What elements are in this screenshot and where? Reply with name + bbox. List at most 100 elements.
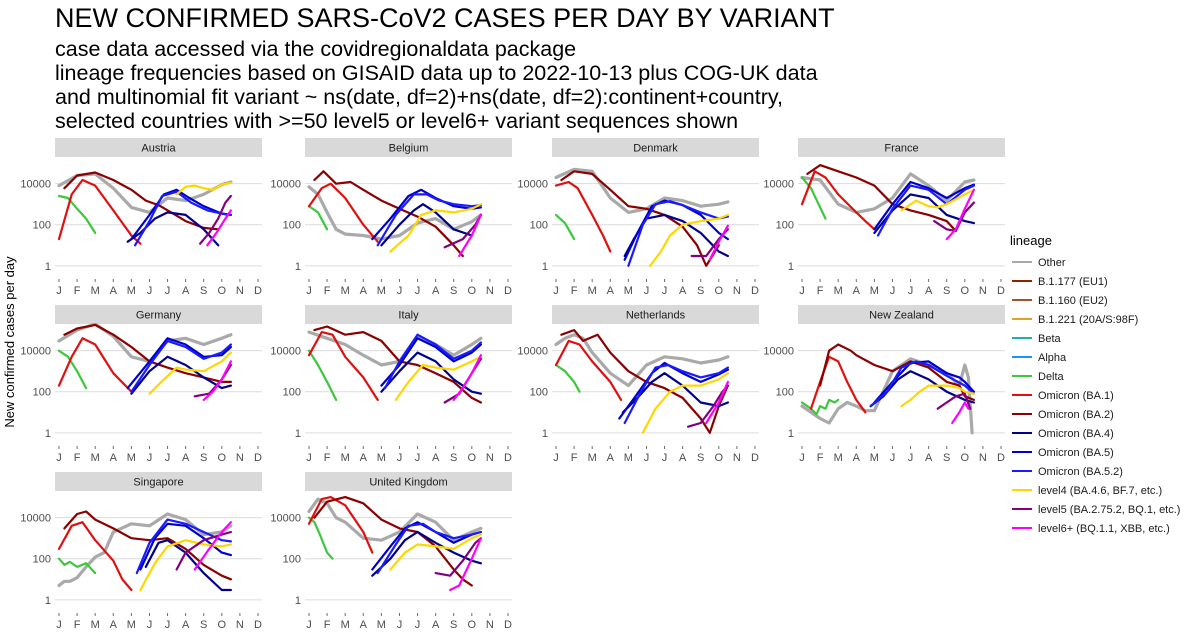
series-united-kingdom-level5-ba-2-75-2-bq-1-etc <box>434 537 482 577</box>
x-tick-label: O <box>468 619 477 631</box>
x-tick-label: J <box>662 285 668 297</box>
x-tick-label: J <box>415 452 421 464</box>
x-tick-label: J <box>56 285 62 297</box>
series-france-delta <box>800 176 827 220</box>
x-tick-label: M <box>91 452 100 464</box>
legend-label-b-1-160-eu2: B.1.160 (EU2) <box>1038 295 1108 307</box>
x-tick-label: A <box>432 452 440 464</box>
panel-strip <box>305 305 512 324</box>
y-tick-label: 100 <box>776 387 794 399</box>
series-netherlands-omicron-ba-5-2 <box>623 363 729 425</box>
series-france-level4-ba-4-6-bf-7-etc <box>900 188 975 212</box>
x-tick-label: M <box>91 619 100 631</box>
legend-label-omicron-ba-1: Omicron (BA.1) <box>1038 390 1114 402</box>
series-germany-omicron-ba-5 <box>126 337 232 390</box>
x-tick-label: N <box>236 452 244 464</box>
x-tick-label: N <box>979 285 987 297</box>
y-tick-label: 10000 <box>20 346 51 358</box>
x-tick-label: J <box>165 452 171 464</box>
x-tick-label: J <box>306 285 312 297</box>
series-singapore-omicron-ba-1 <box>57 521 133 592</box>
x-tick-label: D <box>751 452 759 464</box>
y-tick-label: 1 <box>45 261 51 273</box>
panel-title: New Zealand <box>869 310 934 322</box>
series-singapore-level4-ba-4-6-bf-7-etc <box>139 539 232 592</box>
x-tick-label: S <box>450 452 457 464</box>
x-tick-label: J <box>147 619 153 631</box>
panel-strip <box>798 305 1005 324</box>
series-united-kingdom-omicron-ba-1 <box>307 496 374 554</box>
legend-label-b-1-177-eu1: B.1.177 (EU1) <box>1038 276 1108 288</box>
x-tick-label: N <box>979 452 987 464</box>
x-tick-label: J <box>306 619 312 631</box>
x-tick-label: F <box>74 285 81 297</box>
legend-label-delta: Delta <box>1038 371 1065 383</box>
x-tick-label: M <box>834 452 843 464</box>
x-tick-label: D <box>751 285 759 297</box>
x-tick-label: J <box>165 285 171 297</box>
subtitle-line-2: lineage frequencies based on GISAID data… <box>55 61 818 85</box>
y-tick-label: 10000 <box>270 179 301 191</box>
series-belgium-delta <box>307 205 329 231</box>
x-tick-label: S <box>943 285 950 297</box>
series-united-kingdom-omicron-ba-5-2 <box>376 522 482 575</box>
series-group <box>57 171 233 247</box>
x-tick-label: A <box>360 285 368 297</box>
series-netherlands-level4-ba-4-6-bf-7-etc <box>641 372 729 434</box>
series-italy-omicron-ba-1 <box>307 331 379 401</box>
y-tick-label: 1 <box>295 428 301 440</box>
x-tick-label: M <box>624 452 633 464</box>
series-austria-level6-bq-1-1-xbb-etc <box>206 209 232 247</box>
series-new-zealand-omicron-ba-1 <box>809 355 867 414</box>
series-france-omicron-ba-1 <box>800 170 876 231</box>
y-tick-label: 1 <box>45 428 51 440</box>
series-germany-omicron-ba-5-2 <box>130 339 232 393</box>
x-tick-label: J <box>165 619 171 631</box>
x-tick-label: M <box>588 285 597 297</box>
series-france-level6-bq-1-1-xbb-etc <box>945 188 975 241</box>
panel-strip <box>552 305 759 324</box>
x-tick-label: N <box>236 285 244 297</box>
series-netherlands-delta <box>554 363 581 393</box>
x-tick-label: D <box>504 619 512 631</box>
x-tick-label: S <box>450 285 457 297</box>
x-tick-label: A <box>432 285 440 297</box>
y-tick-label: 100 <box>530 220 548 232</box>
x-tick-label: J <box>397 285 403 297</box>
y-tick-label: 10000 <box>517 179 548 191</box>
series-singapore-omicron-ba-2 <box>63 510 232 581</box>
series-denmark-level4-ba-4-6-bf-7-etc <box>649 213 729 267</box>
x-tick-label: M <box>341 452 350 464</box>
legend-label-level6-bq-1-1-xbb-etc: level6+ (BQ.1.1, XBB, etc.) <box>1038 523 1170 535</box>
x-tick-label: S <box>697 285 704 297</box>
series-group <box>57 510 233 592</box>
legend-label-level5-ba-2-75-2-bq-1-etc: level5 (BA.2.75.2, BQ.1, etc.) <box>1038 504 1180 516</box>
x-tick-label: J <box>397 452 403 464</box>
series-group <box>307 170 483 258</box>
x-tick-label: J <box>908 452 914 464</box>
legend-label-alpha: Alpha <box>1038 352 1067 364</box>
series-austria-delta <box>57 194 97 234</box>
y-tick-label: 1 <box>788 261 794 273</box>
y-tick-label: 100 <box>33 220 51 232</box>
y-tick-label: 10000 <box>517 346 548 358</box>
panel-title: Belgium <box>389 143 429 155</box>
x-tick-label: A <box>182 452 190 464</box>
y-tick-label: 10000 <box>20 179 51 191</box>
series-united-kingdom-other <box>307 497 483 542</box>
series-group <box>307 325 483 404</box>
x-tick-label: O <box>218 452 227 464</box>
x-tick-label: S <box>943 452 950 464</box>
series-group <box>57 323 233 401</box>
y-tick-label: 10000 <box>270 513 301 525</box>
x-tick-label: F <box>571 285 578 297</box>
series-belgium-omicron-ba-5-2 <box>376 193 482 247</box>
series-netherlands-other <box>554 333 730 388</box>
legend-title: lineage <box>1010 233 1052 248</box>
series-denmark-omicron-ba-2 <box>560 170 720 267</box>
x-tick-label: F <box>324 285 331 297</box>
